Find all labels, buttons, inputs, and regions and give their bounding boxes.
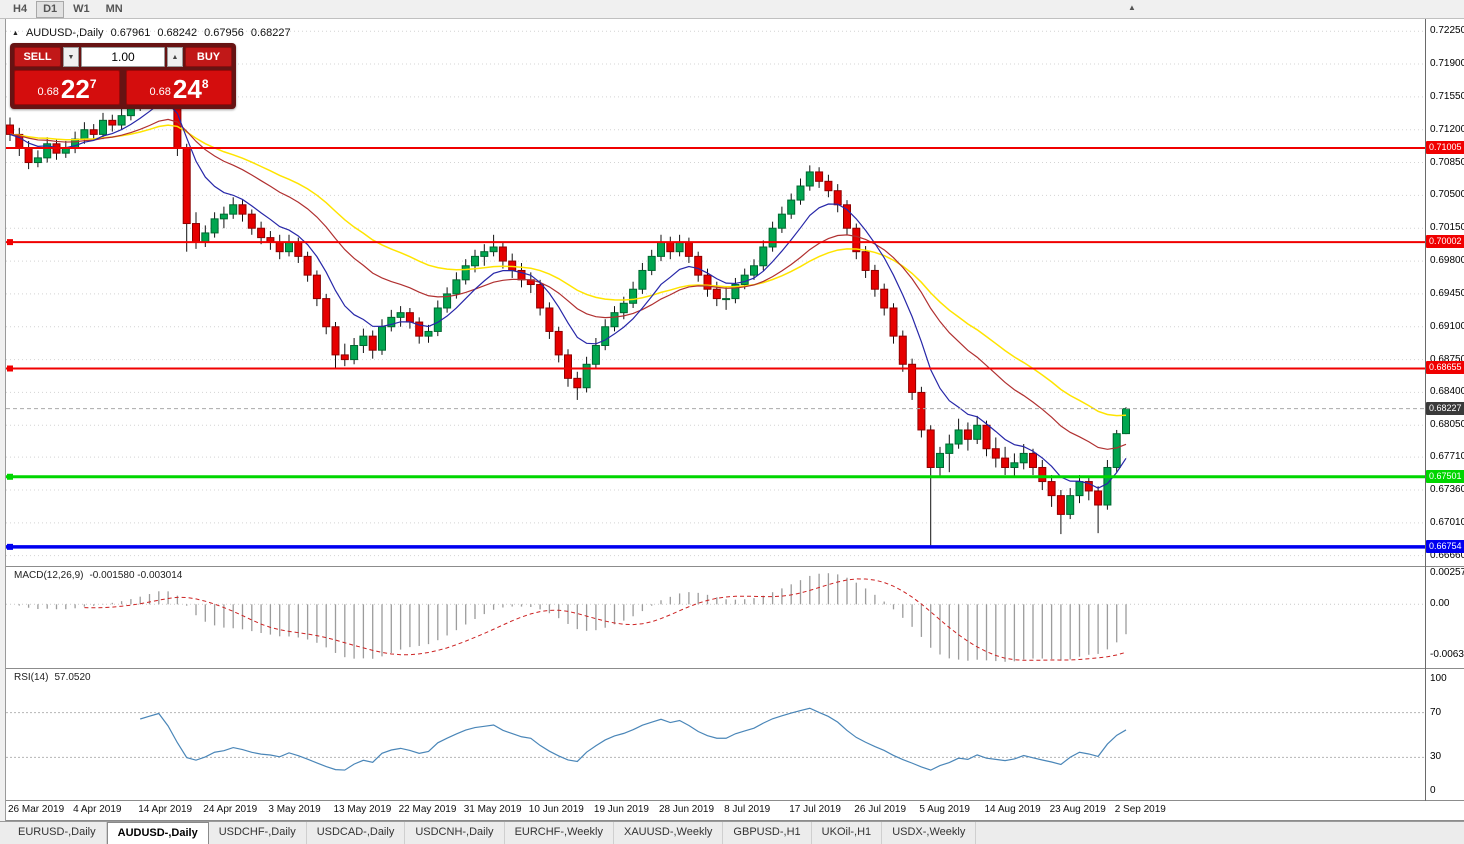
sell-price-sup: 7 <box>89 77 97 91</box>
candlestick-chart[interactable] <box>6 19 1464 566</box>
rsi-value: 57.0520 <box>54 672 91 683</box>
buy-price-button[interactable]: 0.68 24 8 <box>126 70 232 105</box>
date-axis-label: 13 May 2019 <box>333 804 392 815</box>
rsi-pane: RSI(14) 57.0520 <box>6 669 1464 801</box>
buy-price-big: 24 <box>172 74 202 104</box>
date-axis-label: 4 Apr 2019 <box>73 804 122 815</box>
date-axis: 26 Mar 2019 4 Apr 2019 14 Apr 2019 24 Apr 2… <box>6 801 1464 821</box>
date-axis-label: 10 Jun 2019 <box>528 804 584 815</box>
date-axis-label: 17 Jul 2019 <box>789 804 841 815</box>
date-axis-label: 23 Aug 2019 <box>1049 804 1106 815</box>
rsi-chart <box>6 707 1425 771</box>
chart-tab-usdchf-daily[interactable]: USDCHF-,Daily <box>209 822 307 844</box>
buy-button[interactable]: BUY <box>185 47 232 67</box>
volume-down-button[interactable]: ▼ <box>63 47 79 67</box>
chart-tab-usdx-weekly[interactable]: USDX-,Weekly <box>882 822 977 844</box>
sell-price-big: 22 <box>60 74 90 104</box>
sell-price-prefix: 0.68 <box>37 86 59 98</box>
date-axis-label: 22 May 2019 <box>398 804 457 815</box>
date-axis-label: 14 Apr 2019 <box>138 804 193 815</box>
chart-tab-usdcnh-daily[interactable]: USDCNH-,Daily <box>405 822 505 844</box>
chart-tab-audusd-daily[interactable]: AUDUSD-,Daily <box>106 822 209 844</box>
date-axis-label: 26 Mar 2019 <box>8 804 65 815</box>
buy-price-prefix: 0.68 <box>149 86 171 98</box>
rsi-label: RSI(14) 57.0520 <box>14 672 91 683</box>
ohlc-header: ▲ AUDUSD-,Daily 0.67961 0.68242 0.67956 … <box>12 27 291 39</box>
volume-up-button[interactable]: ▲ <box>167 47 183 67</box>
chart-tab-gbpusd-h1[interactable]: GBPUSD-,H1 <box>723 822 812 844</box>
macd-title: MACD(12,26,9) <box>14 570 84 581</box>
sell-price-button[interactable]: 0.68 22 7 <box>14 70 120 105</box>
rsi-title: RSI(14) <box>14 672 49 683</box>
symbol-label: AUDUSD-,Daily <box>25 27 104 39</box>
volume-input[interactable] <box>81 47 165 67</box>
date-axis-label: 26 Jul 2019 <box>854 804 907 815</box>
toolbar-collapse-icon[interactable]: ▲ <box>1128 3 1136 12</box>
macd-pane: MACD(12,26,9) -0.001580 -0.003014 <box>6 567 1464 669</box>
panel-toggle-icon[interactable]: ▲ <box>12 29 19 37</box>
timeframe-buttons: H4 D1 W1 MN <box>6 0 132 18</box>
macd-values: -0.001580 -0.003014 <box>89 570 183 581</box>
ohlc-low: 0.67956 <box>204 27 244 39</box>
timeframe-button-mn[interactable]: MN <box>105 2 123 15</box>
chart-window: ▲ AUDUSD-,Daily 0.67961 0.68242 0.67956 … <box>5 19 1464 821</box>
date-axis-label: 8 Jul 2019 <box>724 804 771 815</box>
date-axis-label: 24 Apr 2019 <box>203 804 258 815</box>
toolbar: H4 D1 W1 MN ▲ <box>0 0 1464 19</box>
chart-tab-ukoil-h1[interactable]: UKOil-,H1 <box>812 822 883 844</box>
price-pane: ▲ AUDUSD-,Daily 0.67961 0.68242 0.67956 … <box>6 19 1464 567</box>
date-axis-label: 19 Jun 2019 <box>593 804 649 815</box>
chart-tab-bar: EURUSD-,Daily AUDUSD-,Daily USDCHF-,Daily U… <box>0 821 1464 844</box>
chart-tab-xauusd-weekly[interactable]: XAUUSD-,Weekly <box>614 822 724 844</box>
timeframe-button-w1[interactable]: W1 <box>73 2 90 15</box>
chart-tab-eurusd-daily[interactable]: EURUSD-,Daily <box>8 822 107 844</box>
macd-chart <box>6 573 1425 662</box>
one-click-trade-panel: SELL ▼ ▲ BUY 0.68 22 7 0.68 24 8 <box>10 43 236 109</box>
macd-label: MACD(12,26,9) -0.001580 -0.003014 <box>14 570 182 581</box>
timeframe-button-d1[interactable]: D1 <box>36 0 65 18</box>
sell-button[interactable]: SELL <box>14 47 61 67</box>
timeframe-button-h4[interactable]: H4 <box>13 2 28 15</box>
date-axis-label: 31 May 2019 <box>463 804 522 815</box>
ohlc-high: 0.68242 <box>157 27 198 39</box>
ohlc-close: 0.68227 <box>250 27 291 39</box>
date-axis-label: 2 Sep 2019 <box>1114 804 1166 815</box>
date-axis-label: 3 May 2019 <box>268 804 321 815</box>
ohlc-open: 0.67961 <box>110 27 151 39</box>
buy-price-sup: 8 <box>201 77 209 91</box>
date-axis-label: 28 Jun 2019 <box>659 804 715 815</box>
chart-tab-usdcad-daily[interactable]: USDCAD-,Daily <box>307 822 406 844</box>
date-axis-label: 14 Aug 2019 <box>984 804 1041 815</box>
chart-tab-eurchf-weekly[interactable]: EURCHF-,Weekly <box>505 822 614 844</box>
date-axis-label: 5 Aug 2019 <box>919 804 970 815</box>
